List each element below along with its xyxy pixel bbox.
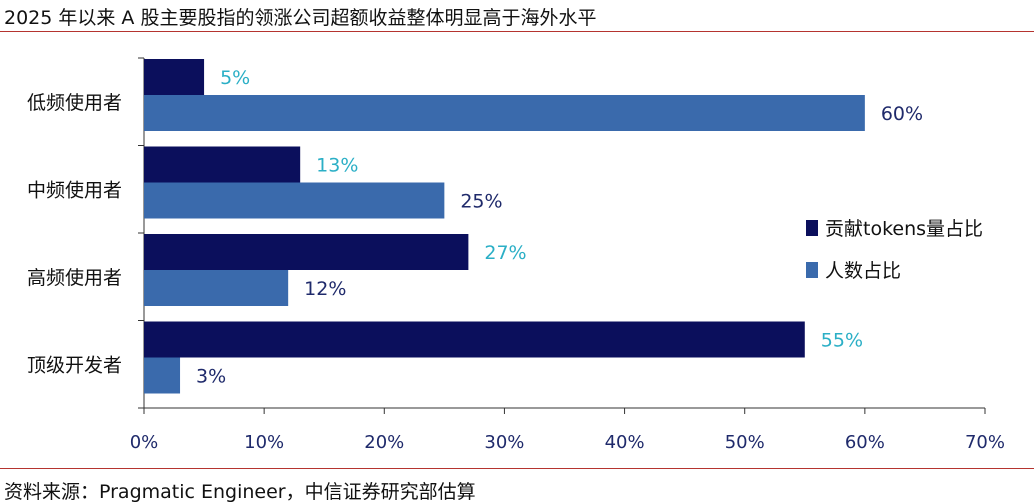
x-tick-label: 60%: [845, 432, 885, 453]
data-label-series-1: 27%: [484, 242, 526, 264]
x-tick-label: 0%: [130, 432, 159, 453]
category-label: 高频使用者: [27, 267, 122, 289]
bar-series-1: [144, 59, 205, 95]
chart-axes: 0% 10% 20% 30% 40% 50% 60% 70% 低频使用者中频使用者高频使用者顶级…: [27, 57, 1005, 453]
bar-series-2: [144, 95, 865, 131]
legend-swatch-series-1: [806, 220, 818, 236]
category-label: 低频使用者: [27, 92, 122, 114]
legend-label-series-1: 贡献tokens量占比: [825, 218, 983, 240]
data-label-series-2: 60%: [881, 103, 923, 125]
x-tick-label: 40%: [605, 432, 645, 453]
data-label-series-1: 5%: [220, 67, 250, 89]
bar-series-1: [144, 321, 805, 358]
data-label-series-1: 55%: [821, 330, 863, 352]
data-label-series-2: 25%: [460, 191, 502, 213]
data-label-series-1: 13%: [316, 155, 358, 177]
legend-label-series-2: 人数占比: [825, 260, 901, 282]
x-tick-label: 70%: [965, 432, 1005, 453]
source-note: 资料来源：Pragmatic Engineer，中信证券研究部估算: [4, 481, 476, 503]
top-divider: [0, 31, 1034, 32]
chart-labels: 5% 60% 13% 25% 27% 12% 55% 3%: [196, 67, 923, 388]
category-label: 顶级开发者: [27, 354, 122, 376]
bar-chart: 0% 10% 20% 30% 40% 50% 60% 70% 低频使用者中频使用者高频使用者顶级…: [27, 57, 1005, 453]
bottom-divider: [0, 468, 1034, 469]
data-label-series-2: 3%: [196, 366, 226, 388]
category-label: 中频使用者: [27, 179, 122, 201]
x-tick-label: 20%: [364, 432, 404, 453]
bar-series-2: [144, 357, 181, 394]
chart-title: 2025 年以来 A 股主要股指的领涨公司超额收益整体明显高于海外水平: [4, 7, 597, 29]
bar-series-1: [144, 146, 301, 183]
data-label-series-2: 12%: [304, 278, 346, 300]
x-tick-label: 50%: [725, 432, 765, 453]
x-tick-label: 30%: [484, 432, 524, 453]
bar-series-2: [144, 182, 445, 219]
bar-series-1: [144, 234, 469, 270]
bar-series-2: [144, 270, 289, 306]
legend-swatch-series-2: [806, 262, 818, 278]
x-tick-label: 10%: [244, 432, 284, 453]
chart-bars: [144, 59, 865, 394]
